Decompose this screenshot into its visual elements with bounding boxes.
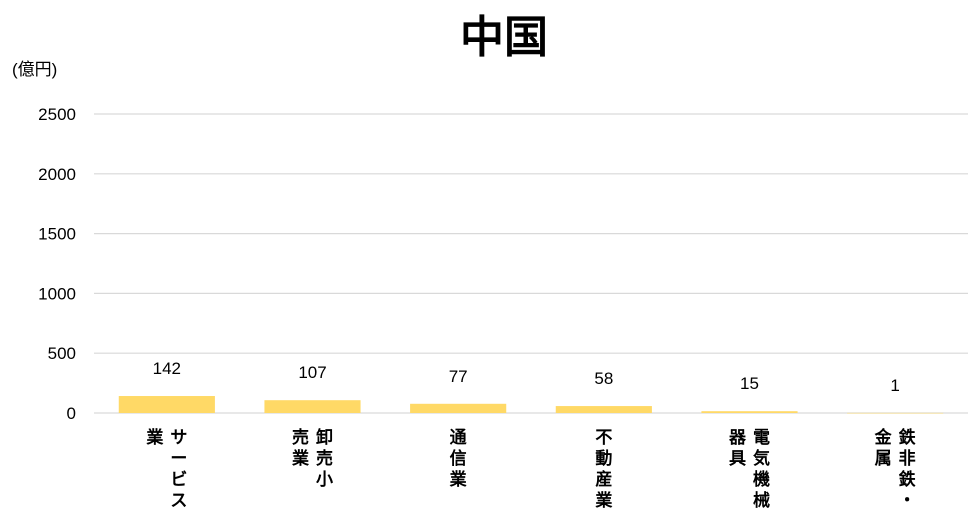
data-labels: 142 107 77 58 15 1 (153, 359, 900, 395)
x-axis-label-char: 気 (752, 448, 770, 468)
data-label: 142 (153, 359, 181, 378)
x-axis-label-char: 非 (899, 448, 916, 468)
x-axis-label-char: 機 (753, 469, 770, 489)
chart-title: 中国 (460, 13, 548, 62)
y-tick-label: 1500 (38, 225, 76, 244)
x-axis-label-char: 金 (874, 427, 893, 447)
x-axis-label-char: ・ (899, 491, 916, 510)
bar (118, 396, 215, 413)
x-axis-label-char: 通 (450, 428, 467, 447)
bar (847, 412, 944, 414)
y-tick-label: 500 (48, 344, 76, 363)
x-axis-label-char: 具 (728, 449, 746, 468)
data-label: 107 (298, 363, 326, 382)
bar (555, 406, 652, 413)
data-label: 15 (740, 374, 759, 393)
x-axis-label-char: 鉄 (899, 469, 916, 489)
x-axis-label-char: 業 (146, 427, 163, 447)
bar (701, 411, 798, 413)
y-axis-ticks: 0 500 1000 1500 2000 2500 (38, 105, 76, 423)
x-axis-label-char: ス (170, 491, 187, 510)
bar (410, 403, 507, 413)
x-axis-label-char: 動 (595, 448, 612, 468)
x-axis-label-char: ビ (170, 470, 187, 489)
x-axis-label-char: 信 (450, 448, 467, 468)
y-tick-label: 2000 (38, 165, 76, 184)
y-tick-label: 2500 (38, 105, 76, 124)
x-axis-label-char: 業 (450, 469, 467, 489)
bars (118, 396, 944, 414)
y-tick-label: 0 (67, 404, 76, 423)
data-label: 1 (890, 376, 899, 395)
x-axis-label-char: 器 (728, 428, 747, 447)
bar (264, 400, 361, 413)
x-axis-label-char: 鉄 (899, 427, 916, 447)
x-axis-label-char: 産 (595, 469, 612, 489)
x-axis-label-char: 卸 (316, 427, 333, 447)
x-axis-label-char: 売 (292, 427, 309, 447)
x-axis-label-char: 属 (875, 449, 892, 468)
x-axis-label-char: サ (170, 428, 187, 447)
gridlines (94, 113, 968, 414)
x-axis-label-char: 電 (753, 428, 770, 447)
data-label: 58 (594, 369, 613, 388)
y-axis-unit-label: (億円) (12, 60, 57, 79)
y-tick-label: 1000 (38, 284, 76, 303)
x-axis-label-char: 売 (316, 448, 333, 468)
x-axis-label-char: 不 (595, 428, 612, 447)
x-axis-label-char: ー (170, 449, 187, 468)
x-axis-label-char: 業 (595, 490, 612, 510)
x-axis-label-char: 械 (753, 490, 770, 510)
data-label: 77 (449, 367, 468, 386)
x-axis-label-char: 業 (292, 448, 309, 468)
x-axis-label-char: 小 (316, 470, 333, 489)
